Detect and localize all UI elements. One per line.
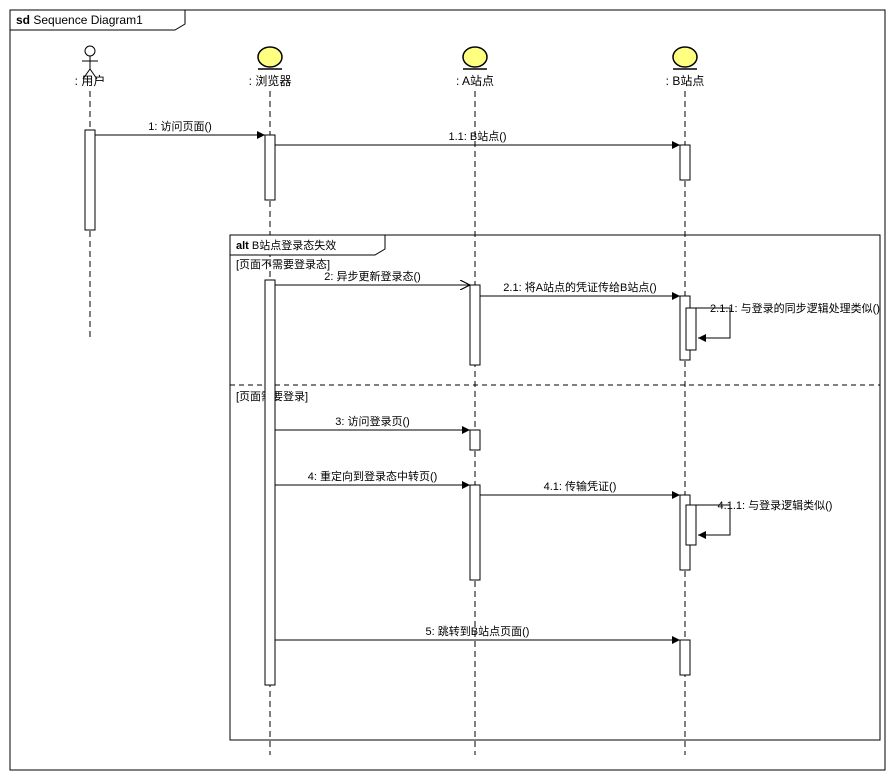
message-label-m3: 3: 访问登录页() <box>335 414 410 428</box>
sd-frame-title: sd Sequence Diagram1 <box>16 13 143 27</box>
alt-guard-0: [页面不需要登录态] <box>236 257 330 271</box>
message-label-m4_1_1: 4.1.1: 与登录逻辑类似() <box>718 498 833 512</box>
activation-siteB-2 <box>680 145 690 180</box>
activation-user-0 <box>85 130 95 230</box>
activation-siteB-10 <box>686 505 696 545</box>
activation-browser-1 <box>265 135 275 200</box>
message-label-m2_1: 2.1: 将A站点的凭证传给B站点() <box>503 280 656 294</box>
activation-siteA-8 <box>470 485 480 580</box>
canvas-bg <box>0 0 895 780</box>
activation-browser-3 <box>265 280 275 685</box>
lifeline-label-siteB: : B站点 <box>666 74 705 88</box>
lifeline-label-browser: : 浏览器 <box>249 73 292 88</box>
activation-siteA-7 <box>470 430 480 450</box>
lifeline-label-siteA: : A站点 <box>456 74 494 88</box>
activation-siteB-6 <box>686 308 696 350</box>
message-label-m4: 4: 重定向到登录态中转页() <box>308 469 438 483</box>
message-label-m2_1_1: 2.1.1: 与登录的同步逻辑处理类似() <box>710 301 880 315</box>
message-label-m4_1: 4.1: 传输凭证() <box>544 479 617 493</box>
activation-siteA-4 <box>470 285 480 365</box>
message-label-m1: 1: 访问页面() <box>148 120 212 133</box>
alt-frame-title: alt B站点登录态失效 <box>236 238 336 252</box>
message-label-m1_1: 1.1: B站点() <box>448 129 506 143</box>
activation-siteB-11 <box>680 640 690 675</box>
lifeline-label-user: : 用户 <box>75 73 106 88</box>
message-label-m2: 2: 异步更新登录态() <box>324 269 421 283</box>
message-label-m5: 5: 跳转到B站点页面() <box>426 624 530 638</box>
